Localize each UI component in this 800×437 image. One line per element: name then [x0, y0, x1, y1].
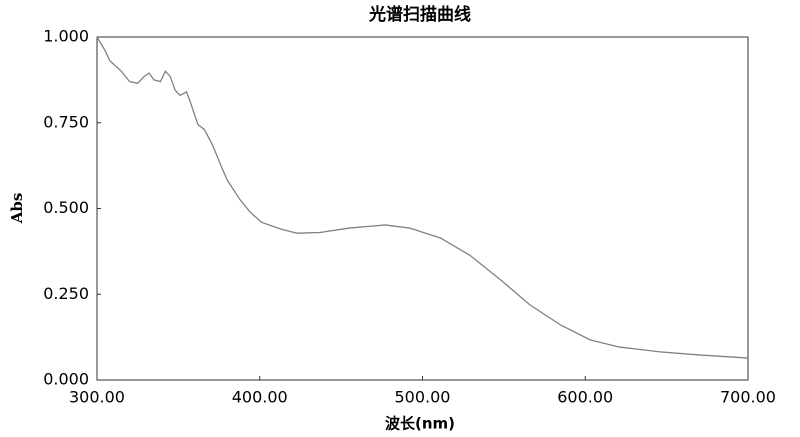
y-tick-label: 0.500: [43, 198, 89, 217]
x-tick-label: 600.00: [557, 388, 613, 407]
plot-frame: [96, 36, 749, 381]
y-tick-label: 0.750: [43, 112, 89, 131]
x-tick-label: 500.00: [395, 388, 451, 407]
x-tick-label: 400.00: [232, 388, 288, 407]
chart-title: 光谱扫描曲线: [368, 4, 471, 25]
x-tick-label: 300.00: [69, 388, 125, 407]
x-axis-label: 波长(nm): [385, 415, 455, 433]
y-tick-label: 0.000: [43, 370, 89, 389]
y-tick-label: 1.000: [43, 27, 89, 46]
x-tick-label: 700.00: [720, 388, 776, 407]
y-tick-label: 0.250: [43, 284, 89, 303]
spectrum-line: [96, 36, 749, 359]
y-axis-label: Abs: [8, 193, 26, 225]
